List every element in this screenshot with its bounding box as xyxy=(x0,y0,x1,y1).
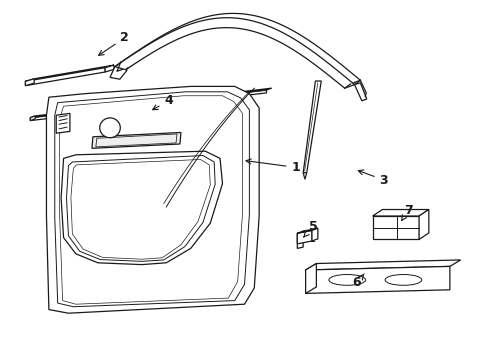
Polygon shape xyxy=(418,210,428,239)
Polygon shape xyxy=(61,151,222,265)
Polygon shape xyxy=(25,68,105,86)
Polygon shape xyxy=(305,264,316,293)
Polygon shape xyxy=(25,79,34,86)
Ellipse shape xyxy=(100,118,120,138)
Polygon shape xyxy=(105,65,114,72)
Polygon shape xyxy=(30,88,271,118)
Polygon shape xyxy=(303,173,306,179)
Ellipse shape xyxy=(385,274,421,285)
Polygon shape xyxy=(121,13,360,84)
Text: 5: 5 xyxy=(303,220,317,237)
Polygon shape xyxy=(372,210,428,216)
Polygon shape xyxy=(30,116,35,121)
Polygon shape xyxy=(303,81,321,173)
Polygon shape xyxy=(92,132,181,148)
Polygon shape xyxy=(115,18,354,88)
Polygon shape xyxy=(354,83,366,101)
Text: 4: 4 xyxy=(152,94,173,110)
Polygon shape xyxy=(297,231,316,248)
Polygon shape xyxy=(30,90,266,121)
Text: 3: 3 xyxy=(358,170,387,186)
Polygon shape xyxy=(297,228,317,233)
Text: 2: 2 xyxy=(99,31,129,55)
Polygon shape xyxy=(56,113,70,133)
Polygon shape xyxy=(305,260,460,270)
Ellipse shape xyxy=(328,274,365,285)
Polygon shape xyxy=(110,67,127,79)
Polygon shape xyxy=(305,266,449,293)
Polygon shape xyxy=(25,65,114,81)
Text: 7: 7 xyxy=(401,204,412,220)
Polygon shape xyxy=(311,228,317,241)
Text: 1: 1 xyxy=(245,159,300,174)
Text: 6: 6 xyxy=(352,274,364,289)
Polygon shape xyxy=(297,230,311,244)
Polygon shape xyxy=(372,216,418,239)
Polygon shape xyxy=(46,86,259,313)
